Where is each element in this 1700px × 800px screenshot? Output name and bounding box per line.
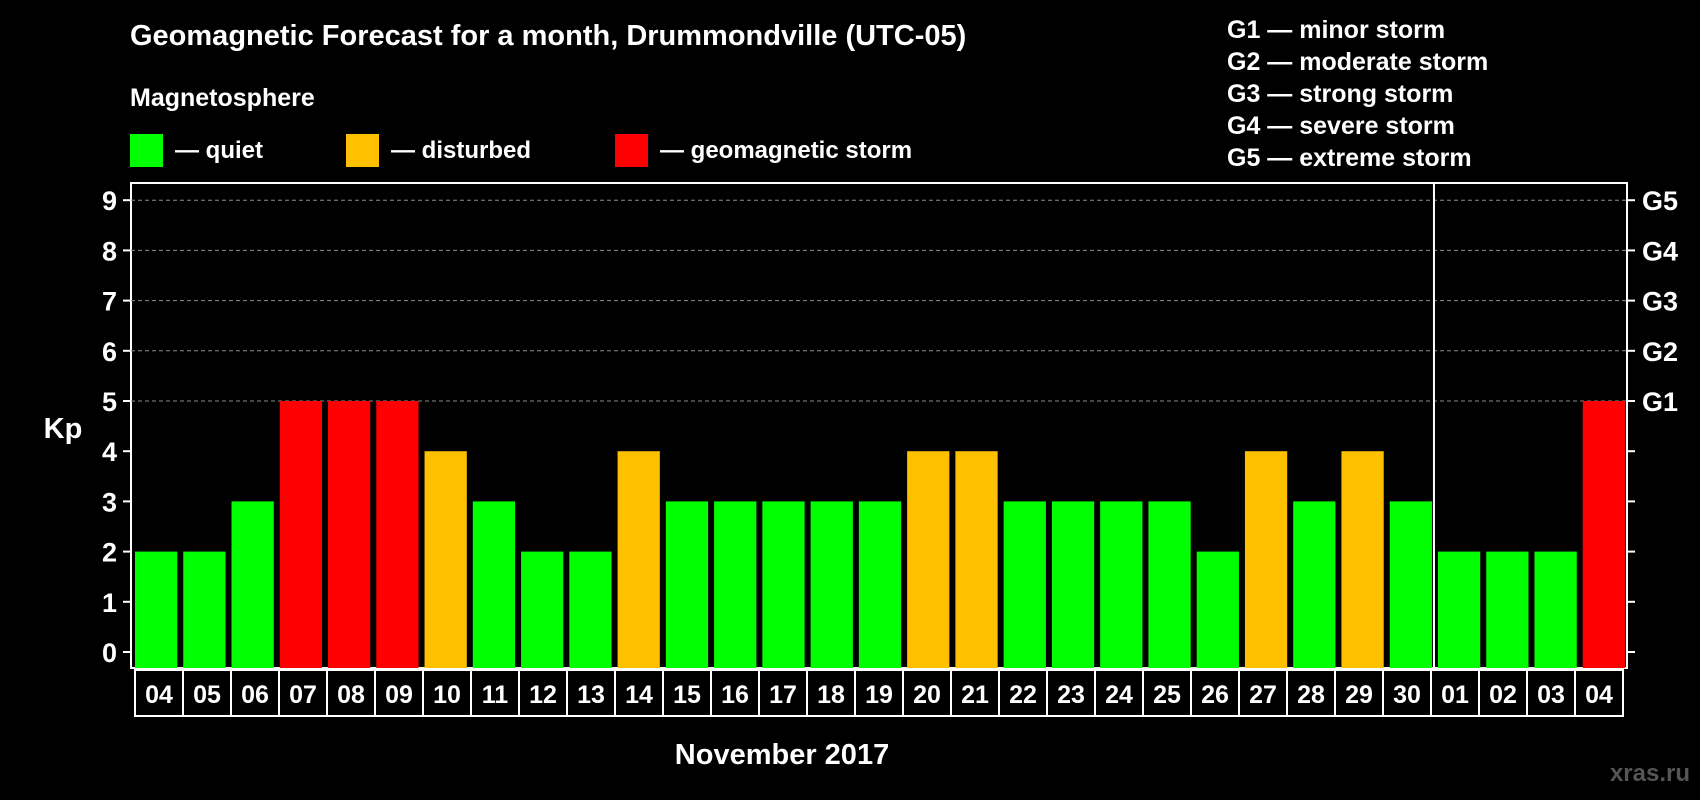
x-tick-label-4: 07 xyxy=(289,681,317,709)
right-tick-label-g5: G5 xyxy=(1642,186,1678,216)
x-tick-label-23: 26 xyxy=(1201,681,1229,709)
x-tick-label-26: 29 xyxy=(1345,681,1373,709)
right-tick-label-g2: G2 xyxy=(1642,337,1678,367)
bar-27 xyxy=(1389,501,1432,668)
x-tick-label-6: 09 xyxy=(385,681,413,709)
bar-4 xyxy=(279,401,323,668)
x-tick-label-5: 08 xyxy=(337,681,365,709)
bar-12 xyxy=(665,501,709,668)
legend-item-quiet: — quiet xyxy=(130,134,263,167)
x-label-frame xyxy=(134,669,1624,717)
legend-item-storm: — geomagnetic storm xyxy=(615,134,912,167)
legend-heading: Magnetosphere xyxy=(130,84,315,112)
bar-8 xyxy=(472,501,516,668)
storm-scale-g5: G5 — extreme storm xyxy=(1227,144,1472,172)
storm-scale-g1: G1 — minor storm xyxy=(1227,16,1446,44)
watermark: xras.ru xyxy=(1609,760,1690,787)
y-tick-label-3: 3 xyxy=(102,487,117,517)
legend-label-quiet: — quiet xyxy=(175,136,263,164)
x-tick-label-29: 02 xyxy=(1489,681,1517,709)
storm-scale-g4: G4 — severe storm xyxy=(1227,112,1455,140)
right-tick-label-g3: G3 xyxy=(1642,287,1678,317)
bar-28 xyxy=(1437,551,1481,668)
bar-25 xyxy=(1293,501,1336,668)
x-tick-label-27: 30 xyxy=(1393,681,1421,709)
bar-6 xyxy=(376,401,419,668)
storm-scale-list: G1 — minor storm G2 — moderate storm G3 … xyxy=(1227,14,1488,174)
x-tick-label-25: 28 xyxy=(1297,681,1325,709)
legend-swatch-storm xyxy=(615,134,648,167)
x-tick-label-14: 17 xyxy=(769,681,797,709)
x-tick-label-2: 05 xyxy=(193,681,221,709)
storm-scale-g3: G3 — strong storm xyxy=(1227,80,1454,108)
bar-7 xyxy=(424,451,467,668)
bar-31 xyxy=(1582,401,1625,668)
y-tick-label-2: 2 xyxy=(102,538,117,568)
x-tick-label-10: 13 xyxy=(577,681,605,709)
y-tick-label-9: 9 xyxy=(102,186,117,216)
legend-label-storm: — geomagnetic storm xyxy=(660,136,913,164)
bar-19 xyxy=(1003,501,1046,668)
legend-swatch-quiet xyxy=(130,134,163,167)
x-tick-label-19: 22 xyxy=(1009,681,1037,709)
bar-17 xyxy=(907,451,950,668)
x-tick-label-7: 10 xyxy=(433,681,461,709)
y-tick-label-1: 1 xyxy=(102,588,117,618)
x-tick-label-15: 18 xyxy=(817,681,845,709)
y-tick-label-6: 6 xyxy=(102,337,117,367)
x-tick-label-22: 25 xyxy=(1153,681,1181,709)
bar-2 xyxy=(183,551,226,668)
right-tick-label-g4: G4 xyxy=(1642,236,1678,266)
bar-29 xyxy=(1486,551,1529,668)
storm-scale-g2: G2 — moderate storm xyxy=(1227,48,1489,76)
bar-10 xyxy=(569,551,612,668)
bar-5 xyxy=(328,401,371,668)
legend-item-disturbed: — disturbed xyxy=(346,134,531,167)
x-tick-label-3: 06 xyxy=(241,681,269,709)
x-tick-label-13: 16 xyxy=(721,681,749,709)
x-tick-label-18: 21 xyxy=(961,681,989,709)
legend-swatch-disturbed xyxy=(346,134,379,167)
bar-20 xyxy=(1051,501,1095,668)
x-tick-label-1: 04 xyxy=(145,681,173,709)
bar-14 xyxy=(762,501,805,668)
chart-title: Geomagnetic Forecast for a month, Drummo… xyxy=(130,20,967,52)
bar-21 xyxy=(1100,501,1143,668)
x-tick-label-20: 23 xyxy=(1057,681,1085,709)
bar-30 xyxy=(1534,551,1577,668)
y-tick-label-7: 7 xyxy=(102,287,117,317)
x-tick-label-16: 19 xyxy=(865,681,893,709)
y-tick-label-5: 5 xyxy=(102,387,117,417)
x-tick-label-30: 03 xyxy=(1537,681,1565,709)
bar-24 xyxy=(1244,451,1288,668)
right-tick-label-g1: G1 xyxy=(1642,387,1678,417)
x-tick-label-28: 01 xyxy=(1441,681,1469,709)
legend-label-disturbed: — disturbed xyxy=(391,136,532,164)
y-tick-label-8: 8 xyxy=(102,236,117,266)
bar-1 xyxy=(135,551,178,668)
x-tick-label-9: 12 xyxy=(529,681,557,709)
bar-3 xyxy=(231,501,274,668)
x-tick-label-24: 27 xyxy=(1249,681,1277,709)
x-tick-label-17: 20 xyxy=(913,681,941,709)
bar-26 xyxy=(1341,451,1384,668)
y-tick-label-4: 4 xyxy=(102,437,117,467)
x-tick-label-31: 04 xyxy=(1585,681,1613,709)
bar-13 xyxy=(714,501,757,668)
x-tick-label-8: 11 xyxy=(482,681,509,709)
y-tick-label-0: 0 xyxy=(102,638,117,668)
x-axis-label: November 2017 xyxy=(675,739,889,771)
x-tick-label-12: 15 xyxy=(673,681,701,709)
y-axis-label: Kp xyxy=(44,413,83,445)
bar-16 xyxy=(858,501,902,668)
bar-22 xyxy=(1148,501,1191,668)
bar-9 xyxy=(521,551,564,668)
x-tick-label-11: 14 xyxy=(625,681,653,709)
bar-15 xyxy=(810,501,853,668)
bar-18 xyxy=(955,451,998,668)
bar-11 xyxy=(617,451,660,668)
bar-23 xyxy=(1196,551,1239,668)
x-tick-label-21: 24 xyxy=(1105,681,1133,709)
